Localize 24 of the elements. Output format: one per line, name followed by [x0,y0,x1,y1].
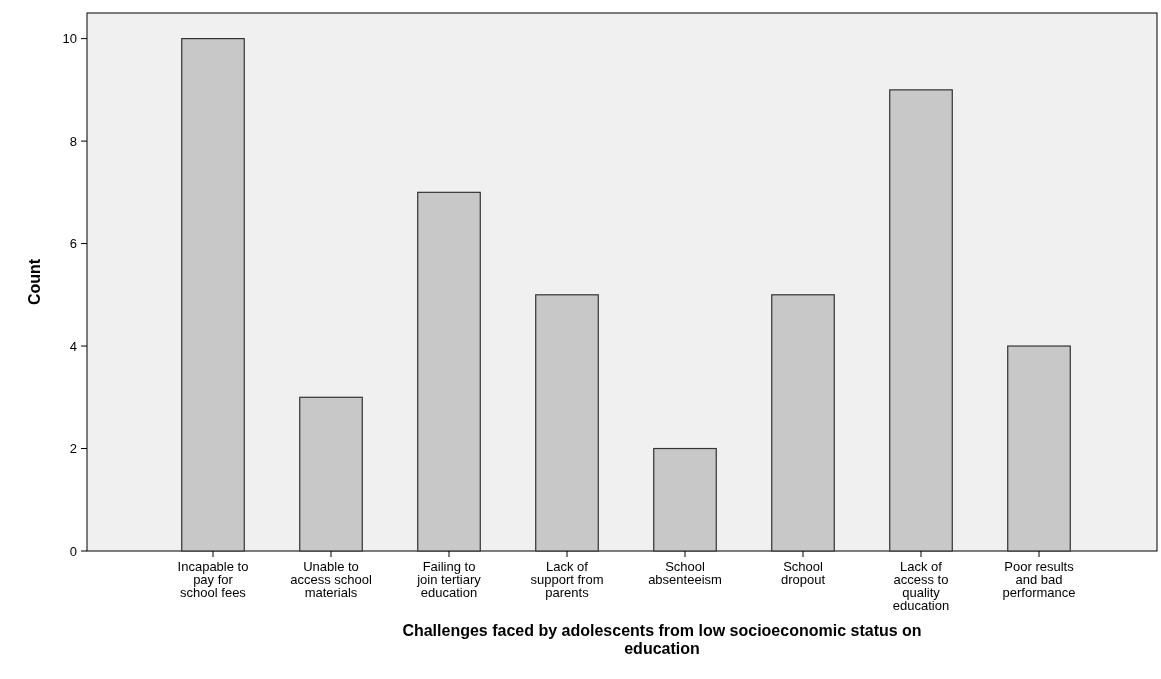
y-tick-label: 8 [69,133,77,149]
x-tick-label: School absenteeism [648,559,722,587]
y-tick-label: 4 [69,338,77,354]
x-tick-label: School dropout [780,559,826,587]
bar [417,191,481,552]
bar [653,447,717,552]
x-axis-title: Challenges faced by adolescents from low socioeconomic status on education [402,622,922,657]
bar [771,294,835,552]
x-tick-label: Lack of support from parents [530,559,604,600]
bar [299,396,363,552]
bar [889,89,953,552]
y-tick-label: 0 [69,543,77,559]
x-tick-label: Incapable to pay for school fees [177,559,249,600]
x-tick-label: Failing to join tertiary education [416,559,482,600]
x-tick-label: Poor results and bad performance [1002,559,1076,600]
y-axis-title: Count [26,258,43,306]
y-tick-label: 6 [69,236,77,252]
y-tick-label: 2 [69,441,77,457]
bar [181,38,245,552]
bar [535,294,599,552]
y-tick-label: 10 [62,31,77,47]
x-tick-label: Lack of access to quality education [892,559,950,613]
x-tick-label: Unable to access school materials [290,559,372,600]
bar [1007,345,1071,552]
